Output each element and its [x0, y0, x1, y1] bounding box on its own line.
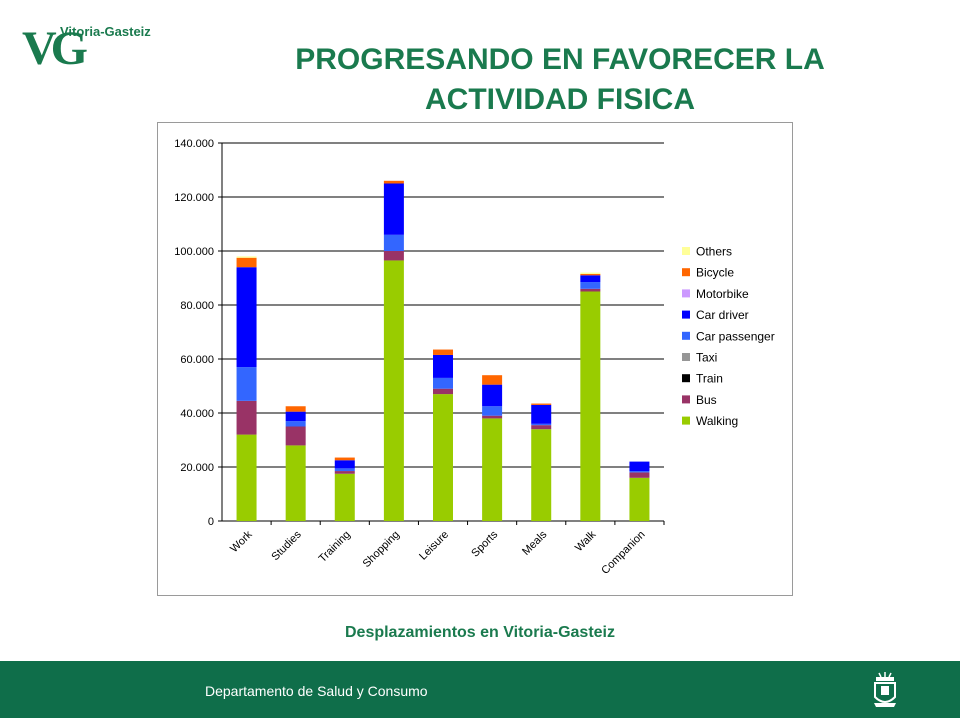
legend-swatch	[682, 395, 690, 404]
x-tick-label: Leisure	[417, 529, 451, 563]
bar-segment-walk-walking	[580, 291, 601, 521]
legend-swatch	[682, 416, 690, 425]
bar-segment-companion-walking	[629, 477, 650, 521]
bar-segment-walk-car-driver	[580, 275, 601, 283]
bar-segment-companion-car-driver	[629, 461, 650, 472]
bar-segment-training-bus	[334, 471, 355, 474]
x-tick-label: Training	[317, 529, 353, 565]
bar-segment-sports-bicycle	[482, 375, 503, 385]
x-tick-label: Shopping	[361, 529, 402, 570]
bar-segment-meals-walking	[531, 429, 552, 521]
bar-segment-studies-car-driver	[285, 411, 306, 422]
bar-segment-training-car-driver	[334, 460, 355, 469]
bar-segment-companion-car-passenger	[629, 471, 650, 473]
stacked-bar-chart: 0 20.000 40.000 60.000 80.000 100.000 120.000 1…	[174, 138, 775, 577]
bar-segment-training-walking	[334, 473, 355, 521]
chart-frame: 0 20.000 40.000 60.000 80.000 100.000 120.000 1…	[157, 122, 793, 596]
legend-label: Taxi	[696, 351, 717, 365]
bar-segment-training-bicycle	[334, 457, 355, 461]
bar-segment-sports-car-driver	[482, 384, 503, 407]
bar-segment-walk-bus	[580, 288, 601, 292]
legend-swatch	[682, 353, 690, 361]
logo-text: Vitoria-Gasteiz	[60, 24, 151, 39]
x-tick-label: Studies	[269, 528, 304, 563]
page-title: PROGRESANDO EN FAVORECER LA ACTIVIDAD FI…	[160, 40, 960, 120]
bar-segment-sports-car-passenger	[482, 406, 503, 416]
y-tick-label: 60.000	[180, 354, 214, 366]
legend-label: Car passenger	[696, 329, 775, 343]
bar-segment-leisure-bus	[433, 388, 453, 395]
bar-segment-work-walking	[236, 434, 257, 521]
bar-segment-work-others	[236, 256, 257, 258]
bar-segment-studies-bus	[285, 426, 306, 446]
legend-label: Bicycle	[696, 266, 734, 280]
y-tick-label: 20.000	[180, 462, 214, 474]
bar-segment-meals-bicycle	[531, 403, 552, 405]
bar-segment-studies-car-passenger	[285, 421, 306, 427]
bar-segment-leisure-bicycle	[433, 349, 453, 355]
bar-segment-shopping-car-passenger	[383, 234, 404, 251]
bar-segment-meals-car-driver	[531, 404, 552, 424]
bar-segment-leisure-car-passenger	[433, 377, 453, 389]
vitoria-gasteiz-logo: VG Vitoria-Gasteiz	[22, 22, 151, 70]
bar-segment-walk-car-passenger	[580, 282, 601, 289]
bar-segment-studies-walking	[285, 445, 306, 521]
bar-segment-sports-bus	[482, 415, 503, 419]
x-tick-label: Work	[228, 528, 255, 555]
legend-label: Car driver	[696, 308, 749, 322]
x-tick-label: Sports	[469, 528, 500, 559]
y-tick-label: 0	[208, 516, 214, 528]
legend-swatch	[682, 331, 690, 340]
bar-segment-shopping-car-driver	[383, 183, 404, 235]
city-crest-icon	[874, 672, 896, 707]
x-tick-label: Meals	[520, 528, 550, 558]
legend-swatch	[682, 310, 690, 319]
bar-segment-shopping-walking	[383, 260, 404, 521]
legend-swatch	[682, 289, 690, 298]
bar-segment-work-car-passenger	[236, 367, 257, 401]
x-tick-label: Companion	[599, 529, 647, 577]
legend-label: Others	[696, 245, 732, 259]
bar-segment-sports-walking	[482, 418, 503, 521]
x-tick-label: Walk	[573, 528, 599, 554]
bar-segment-walk-others	[580, 272, 601, 274]
y-tick-label: 40.000	[180, 408, 214, 420]
bar-segment-walk-bicycle	[580, 273, 601, 276]
logo-monogram: VG	[22, 22, 88, 70]
bar-segment-work-bus	[236, 400, 257, 435]
bar-segment-studies-bicycle	[285, 406, 306, 412]
y-tick-label: 80.000	[180, 300, 214, 312]
bar-segment-companion-bus	[629, 472, 650, 478]
legend-label: Walking	[696, 414, 738, 428]
legend-label: Bus	[696, 393, 717, 407]
title-line-1: PROGRESANDO EN FAVORECER LA	[295, 43, 825, 76]
bar-segment-meals-car-passenger	[531, 423, 552, 426]
legend-label: Motorbike	[696, 287, 749, 301]
legend-label: Train	[696, 372, 723, 386]
bar-segment-work-bicycle	[236, 257, 257, 268]
bar-segment-shopping-bus	[383, 251, 404, 261]
bar-segment-leisure-walking	[433, 394, 453, 521]
legend-swatch	[682, 268, 690, 277]
footer-bar: Departamento de Salud y Consumo	[0, 661, 960, 718]
bar-segment-meals-bus	[531, 425, 552, 430]
chart-caption: Desplazamientos en Vitoria-Gasteiz	[344, 624, 615, 641]
bar-segment-shopping-bicycle	[383, 180, 404, 184]
bar-segment-training-car-passenger	[334, 468, 355, 472]
y-tick-label: 100.000	[174, 246, 214, 258]
department-name: Departamento de Salud y Consumo	[205, 683, 428, 699]
y-tick-label: 120.000	[174, 192, 214, 204]
y-tick-label: 140.000	[174, 138, 214, 150]
legend-swatch	[682, 247, 690, 255]
title-line-2: ACTIVIDAD FISICA	[425, 83, 695, 116]
bar-segment-leisure-car-driver	[433, 354, 453, 378]
legend-swatch	[682, 374, 690, 383]
bar-segment-work-car-driver	[236, 267, 257, 368]
